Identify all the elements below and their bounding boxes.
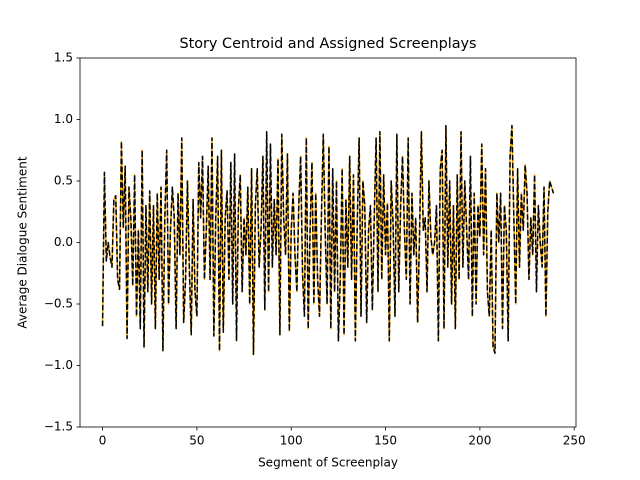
y-tick-label: −1.0 xyxy=(44,358,73,372)
y-tick-label: 1.0 xyxy=(54,112,73,126)
x-tick-label: 50 xyxy=(189,434,204,448)
y-tick-label: 0.5 xyxy=(54,174,73,188)
y-tick-label: 1.5 xyxy=(54,51,73,65)
x-tick-label: 250 xyxy=(563,434,586,448)
plot-frame xyxy=(79,57,577,428)
y-axis-label: Average Dialogue Sentiment xyxy=(16,156,30,328)
series-line xyxy=(101,124,555,356)
x-axis-label: Segment of Screenplay xyxy=(258,456,398,470)
x-tick-label: 200 xyxy=(468,434,491,448)
y-tick-label: −0.5 xyxy=(44,297,73,311)
y-tick-label: 0.0 xyxy=(54,235,73,249)
x-tick-label: 0 xyxy=(99,434,107,448)
chart-title: Story Centroid and Assigned Screenplays xyxy=(179,36,476,52)
y-tick-label: −1.5 xyxy=(44,420,73,434)
x-tick-label: 150 xyxy=(374,434,397,448)
x-tick-label: 100 xyxy=(280,434,303,448)
